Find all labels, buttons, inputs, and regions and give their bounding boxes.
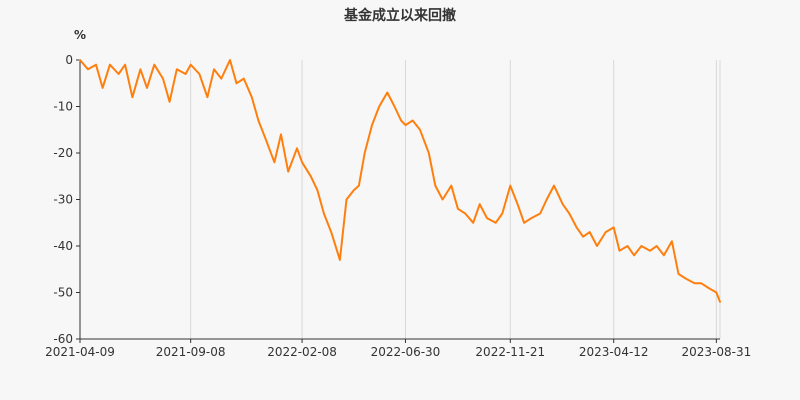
y-tick-label: -50 [53, 286, 73, 300]
drawdown-series-line [79, 59, 721, 303]
y-tick-label: -40 [53, 239, 73, 253]
x-tick-label: 2022-06-30 [371, 345, 441, 359]
y-axis-unit: % [74, 28, 87, 42]
x-tick-label: 2023-04-12 [579, 345, 649, 359]
y-tick-label: -10 [53, 100, 73, 114]
x-tick-label: 2023-08-31 [681, 345, 751, 359]
y-tick-label: -20 [53, 146, 73, 160]
y-tick-label: -60 [53, 332, 73, 346]
y-tick-label: -30 [53, 193, 73, 207]
chart-title: 基金成立以来回撤 [344, 8, 456, 24]
x-tick-label: 2021-09-08 [156, 345, 226, 359]
x-tick-label: 2022-11-21 [475, 345, 545, 359]
x-tick-label: 2022-02-08 [267, 345, 337, 359]
x-tick-label: 2021-04-09 [45, 345, 115, 359]
y-tick-label: 0 [65, 53, 73, 67]
